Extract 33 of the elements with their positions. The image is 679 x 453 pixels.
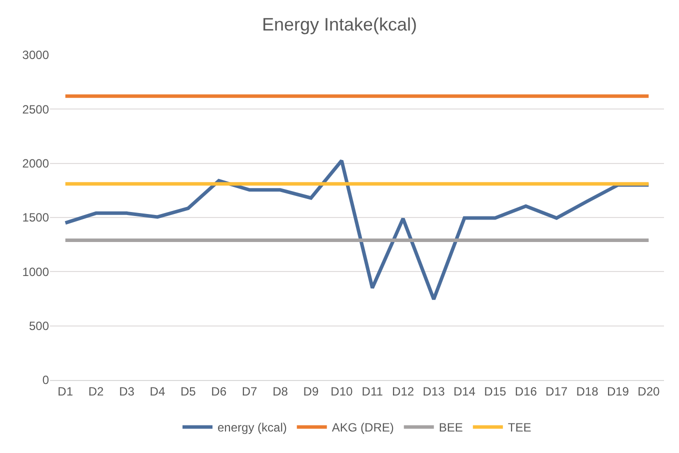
x-tick-label: D6	[211, 384, 227, 398]
x-tick-label: D8	[272, 384, 288, 398]
x-tick-label: D17	[546, 384, 568, 398]
x-tick-label: D15	[484, 384, 506, 398]
y-tick-label: 1500	[22, 210, 50, 225]
x-tick-label: D13	[422, 384, 446, 398]
x-tick-label: D3	[119, 384, 135, 398]
y-tick-label: 500	[28, 319, 50, 334]
legend-label: BEE	[438, 420, 463, 435]
chart-title: Energy Intake(kcal)	[262, 14, 418, 35]
x-tick-label: D18	[576, 384, 599, 398]
y-tick-label: 1000	[22, 264, 50, 279]
x-tick-label: D16	[514, 384, 538, 398]
x-tick-label: D14	[453, 384, 476, 398]
legend-label: TEE	[508, 420, 532, 435]
x-tick-label: D5	[180, 384, 196, 398]
x-tick-label: D2	[88, 384, 104, 398]
y-tick-label: 3000	[22, 48, 50, 62]
x-tick-label: D11	[362, 384, 384, 398]
line-series	[64, 158, 650, 302]
x-tick-label: D9	[303, 384, 319, 398]
x-tick-label: D12	[392, 384, 414, 398]
x-tick-label: D19	[606, 384, 630, 398]
legend-label: energy (kcal)	[218, 420, 287, 435]
legend-label: AKG (DRE)	[332, 420, 394, 435]
x-tick-label: D10	[330, 384, 353, 398]
y-tick-label: 2500	[22, 102, 50, 116]
x-tick-label: D1	[58, 384, 74, 398]
y-tick-label: 2000	[22, 156, 50, 171]
x-tick-label: D20	[638, 384, 660, 398]
x-tick-label: D7	[242, 384, 258, 398]
x-tick-label: D4	[150, 384, 166, 398]
y-tick-label: 0	[42, 373, 50, 388]
